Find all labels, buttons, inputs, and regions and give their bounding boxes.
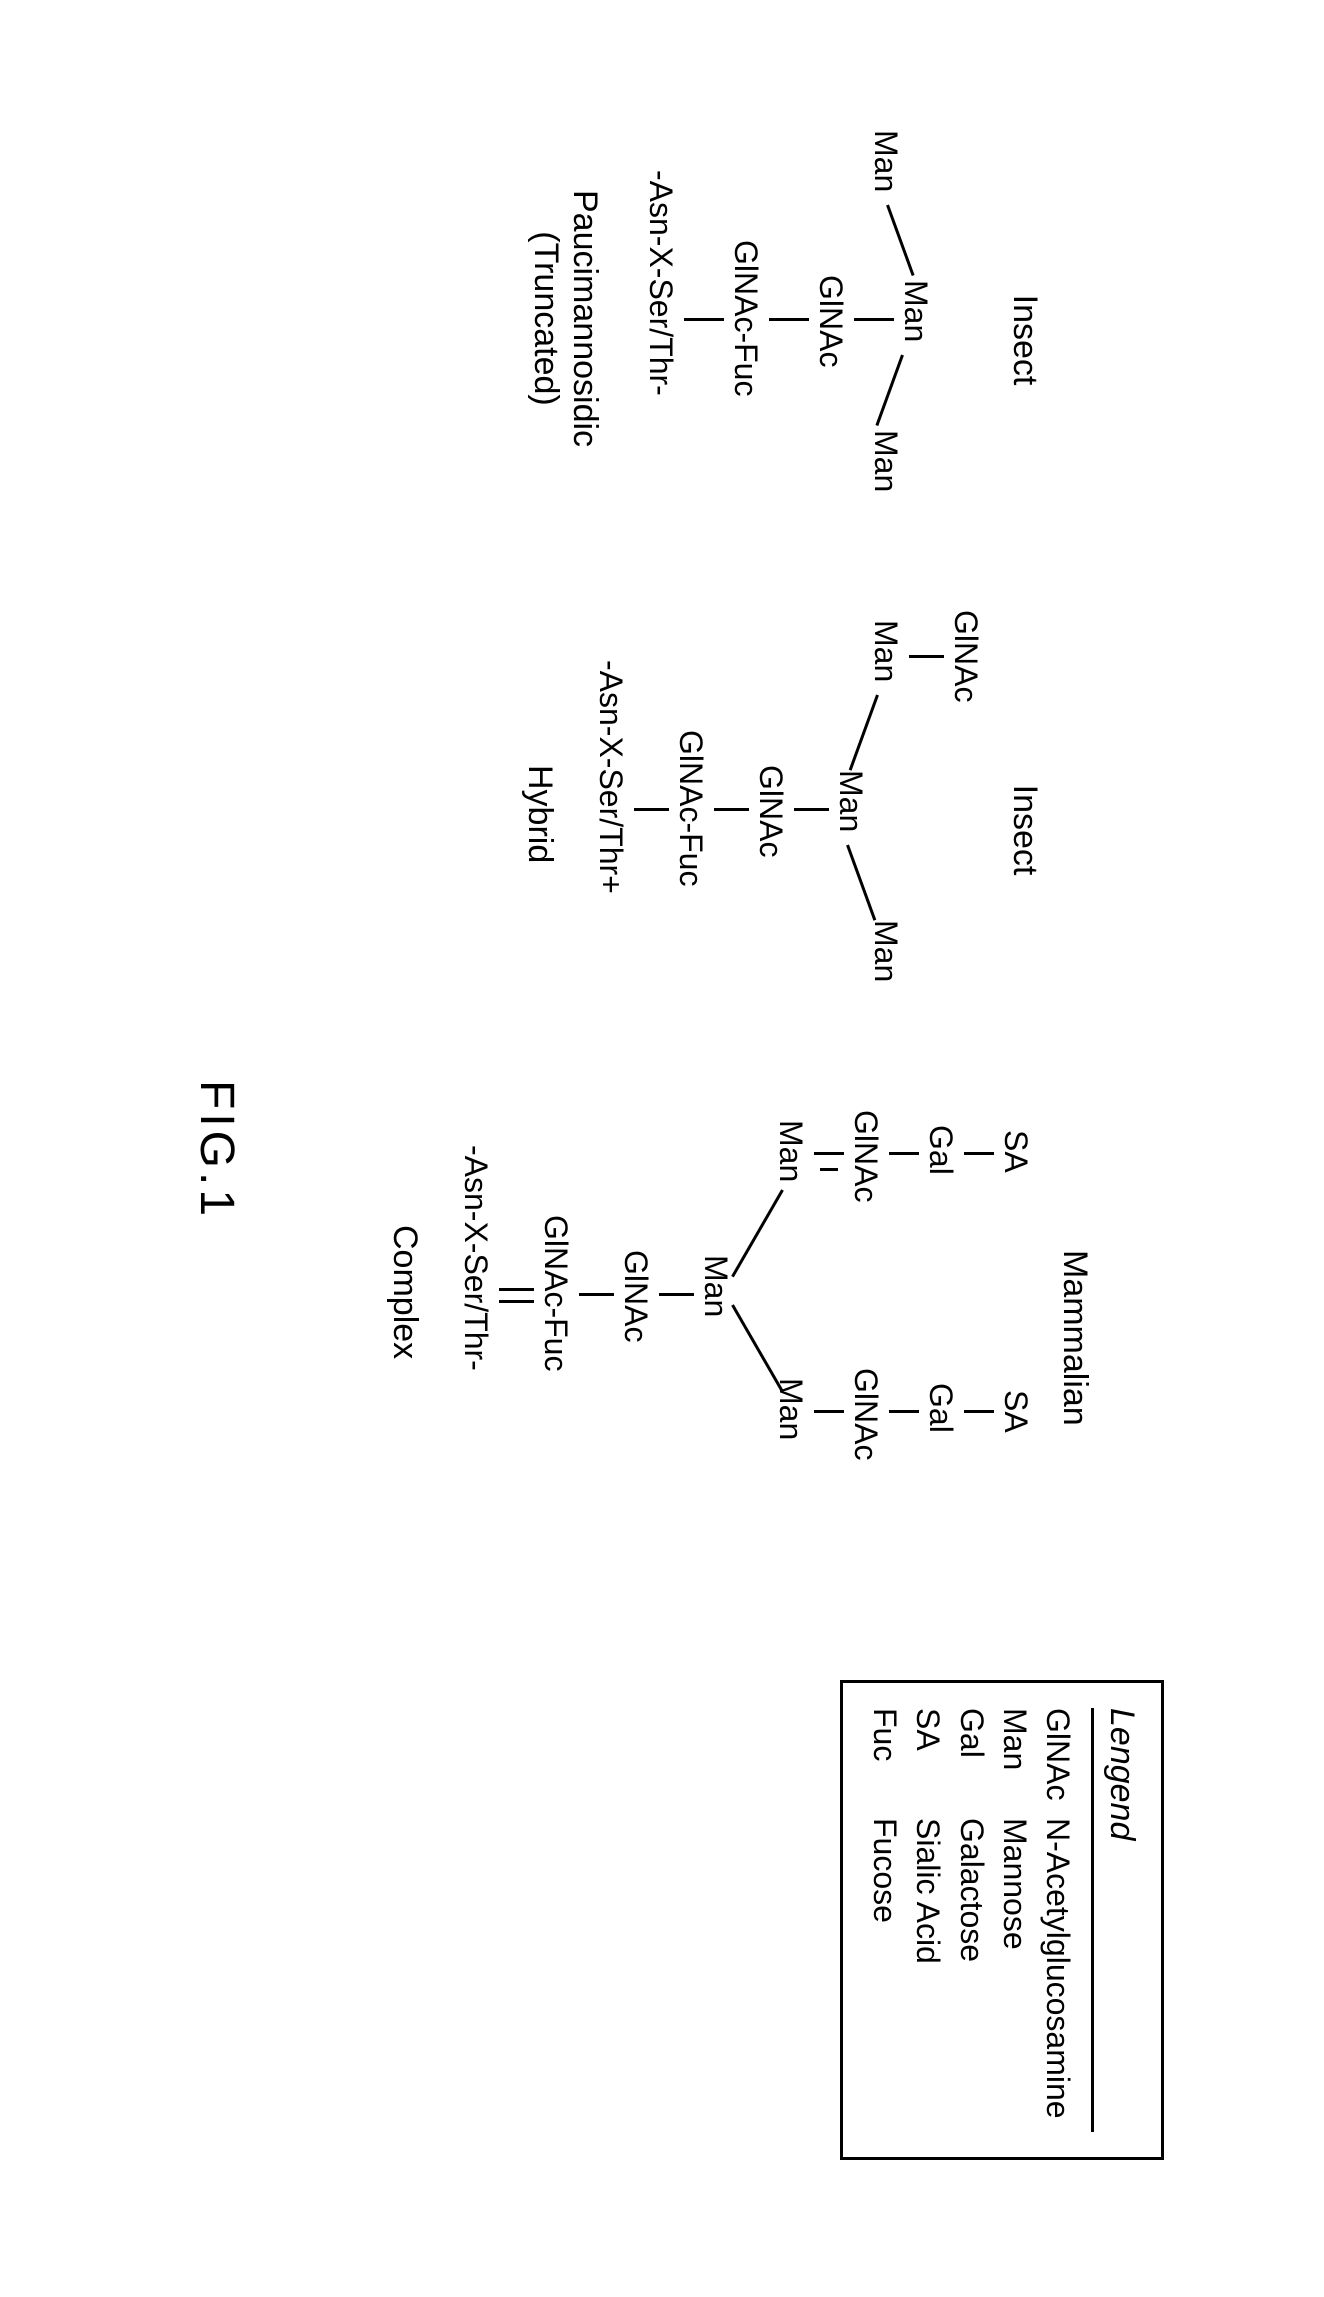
node-glnac: GlNAc — [847, 1110, 884, 1202]
caption-line: Hybrid — [521, 765, 559, 863]
edge — [964, 1410, 994, 1413]
legend-full: Mannose — [993, 1818, 1036, 1950]
diagram-caption: Paucimannosidic (Truncated) — [526, 190, 604, 447]
edge — [769, 318, 809, 321]
node-glnac: GlNAc — [617, 1250, 654, 1342]
legend-abbr: SA — [906, 1708, 949, 1818]
edge — [634, 808, 669, 811]
legend-row: Gal Galactose — [949, 1708, 992, 2132]
node-man: Man — [697, 1255, 734, 1317]
node-man: Man — [867, 130, 904, 192]
node-glnac-fuc: GlNAc-Fuc — [672, 730, 709, 886]
legend-row: GlNAc N-Acetylglucosamine — [1036, 1708, 1079, 2132]
diagram-mammalian-complex: Mammalian SA Gal GlNAc Man SA Gal GlNAc … — [294, 1110, 1094, 1610]
legend-divider — [1091, 1708, 1094, 2132]
node-man: Man — [867, 430, 904, 492]
legend-abbr: Gal — [949, 1708, 992, 1818]
legend-abbr: Fuc — [863, 1708, 906, 1818]
node-sa: SA — [997, 1130, 1034, 1173]
edge — [849, 694, 879, 770]
node-man: Man — [832, 770, 869, 832]
figure-label: FIG.1 — [189, 1080, 244, 1220]
legend-row: Man Mannose — [993, 1708, 1036, 2132]
edge — [889, 1152, 919, 1155]
edge — [909, 655, 944, 658]
legend-full: N-Acetylglucosamine — [1036, 1818, 1079, 2119]
edge — [731, 1304, 784, 1392]
diagram-caption: Hybrid — [520, 765, 559, 863]
edge — [854, 318, 894, 321]
edge — [659, 1293, 694, 1296]
legend-title: Lengend — [1102, 1708, 1141, 2132]
node-gal: Gal — [922, 1125, 959, 1175]
edge — [886, 204, 914, 276]
edge — [579, 1293, 614, 1296]
node-glnac: GlNAc — [847, 1368, 884, 1460]
node-man: Man — [772, 1120, 809, 1182]
edge — [875, 354, 903, 426]
caption-line: Complex — [386, 1225, 424, 1359]
edge — [684, 318, 724, 321]
diagram-insect-paucimannosidic: Insect Man Man Man GlNAc GlNAc-Fuc -Asn-… — [344, 130, 1044, 550]
edge — [889, 1410, 919, 1413]
node-man: Man — [897, 280, 934, 342]
edge — [794, 808, 829, 811]
caption-line: (Truncated) — [527, 231, 565, 405]
legend-box: Lengend GlNAc N-Acetylglucosamine Man Ma… — [840, 1680, 1164, 2160]
node-man: Man — [867, 620, 904, 682]
tick — [820, 1168, 838, 1171]
node-asn: -Asn-X-Ser/Thr+ — [592, 660, 629, 894]
edge — [846, 844, 876, 920]
edge — [499, 1288, 534, 1291]
node-glnac: GlNAc — [812, 275, 849, 367]
legend-full: Fucose — [863, 1818, 906, 1923]
diagram-title: Mammalian — [1055, 1250, 1094, 1426]
node-gal: Gal — [922, 1383, 959, 1433]
edge — [814, 1410, 844, 1413]
diagram-title: Insect — [1005, 785, 1044, 876]
edge — [499, 1300, 534, 1303]
legend-row: SA Sialic Acid — [906, 1708, 949, 2132]
node-glnac: GlNAc — [752, 765, 789, 857]
node-man: Man — [867, 920, 904, 982]
node-asn: -Asn-X-Ser/Thr- — [457, 1145, 494, 1371]
node-glnac-fuc: GlNAc-Fuc — [537, 1215, 574, 1371]
caption-line: Paucimannosidic — [566, 190, 604, 447]
legend-abbr: GlNAc — [1036, 1708, 1079, 1818]
edge — [714, 808, 749, 811]
node-asn: -Asn-X-Ser/Thr- — [642, 170, 679, 396]
edge — [964, 1152, 994, 1155]
edge — [731, 1189, 784, 1277]
node-glnac: GlNAc — [947, 610, 984, 702]
edge — [814, 1152, 844, 1155]
legend-full: Galactose — [949, 1818, 992, 1962]
legend-row: Fuc Fucose — [863, 1708, 906, 2132]
legend-abbr: Man — [993, 1708, 1036, 1818]
diagram-title: Insect — [1005, 295, 1044, 386]
node-glnac-fuc: GlNAc-Fuc — [727, 240, 764, 396]
legend-full: Sialic Acid — [906, 1818, 949, 1964]
diagram-caption: Complex — [385, 1225, 424, 1359]
diagram-insect-hybrid: Insect GlNAc Man Man Man GlNAc GlNAc-Fuc… — [344, 620, 1044, 1040]
node-sa: SA — [997, 1390, 1034, 1433]
